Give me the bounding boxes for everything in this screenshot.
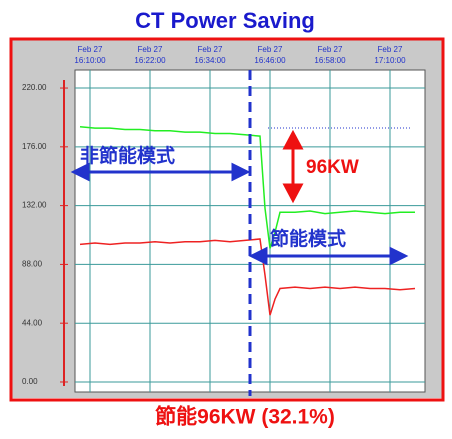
x-tick-date: Feb 27 — [138, 45, 163, 54]
x-tick-time: 16:10:00 — [74, 56, 106, 65]
chart-title: CT Power Saving — [135, 8, 315, 33]
y-tick-label: 0.00 — [22, 377, 38, 386]
x-tick-time: 16:46:00 — [254, 56, 286, 65]
y-tick-label: 88.00 — [22, 260, 43, 269]
x-tick-date: Feb 27 — [318, 45, 343, 54]
x-tick-time: 16:58:00 — [314, 56, 346, 65]
x-tick-date: Feb 27 — [78, 45, 103, 54]
footer: 節能96KW (32.1%) — [155, 405, 335, 429]
arrows — [70, 162, 409, 266]
annotation: 非節能模式 — [80, 144, 175, 167]
x-tick-date: Feb 27 — [198, 45, 223, 54]
x-tick-time: 16:34:00 — [194, 56, 226, 65]
diff-arrow — [282, 129, 304, 204]
y-tick-label: 176.00 — [22, 142, 47, 151]
x-tick-date: Feb 27 — [378, 45, 403, 54]
x-tick-time: 17:10:00 — [374, 56, 406, 65]
series-line — [79, 126, 415, 249]
annotation: 節能模式 — [270, 227, 346, 250]
border — [9, 37, 445, 402]
x-tick-time: 16:22:00 — [134, 56, 166, 65]
y-tick-label: 44.00 — [22, 318, 43, 327]
y-tick-label: 220.00 — [22, 83, 47, 92]
y-tick-label: 132.00 — [22, 201, 47, 210]
annotation: 96KW — [306, 157, 359, 178]
x-tick-date: Feb 27 — [258, 45, 283, 54]
